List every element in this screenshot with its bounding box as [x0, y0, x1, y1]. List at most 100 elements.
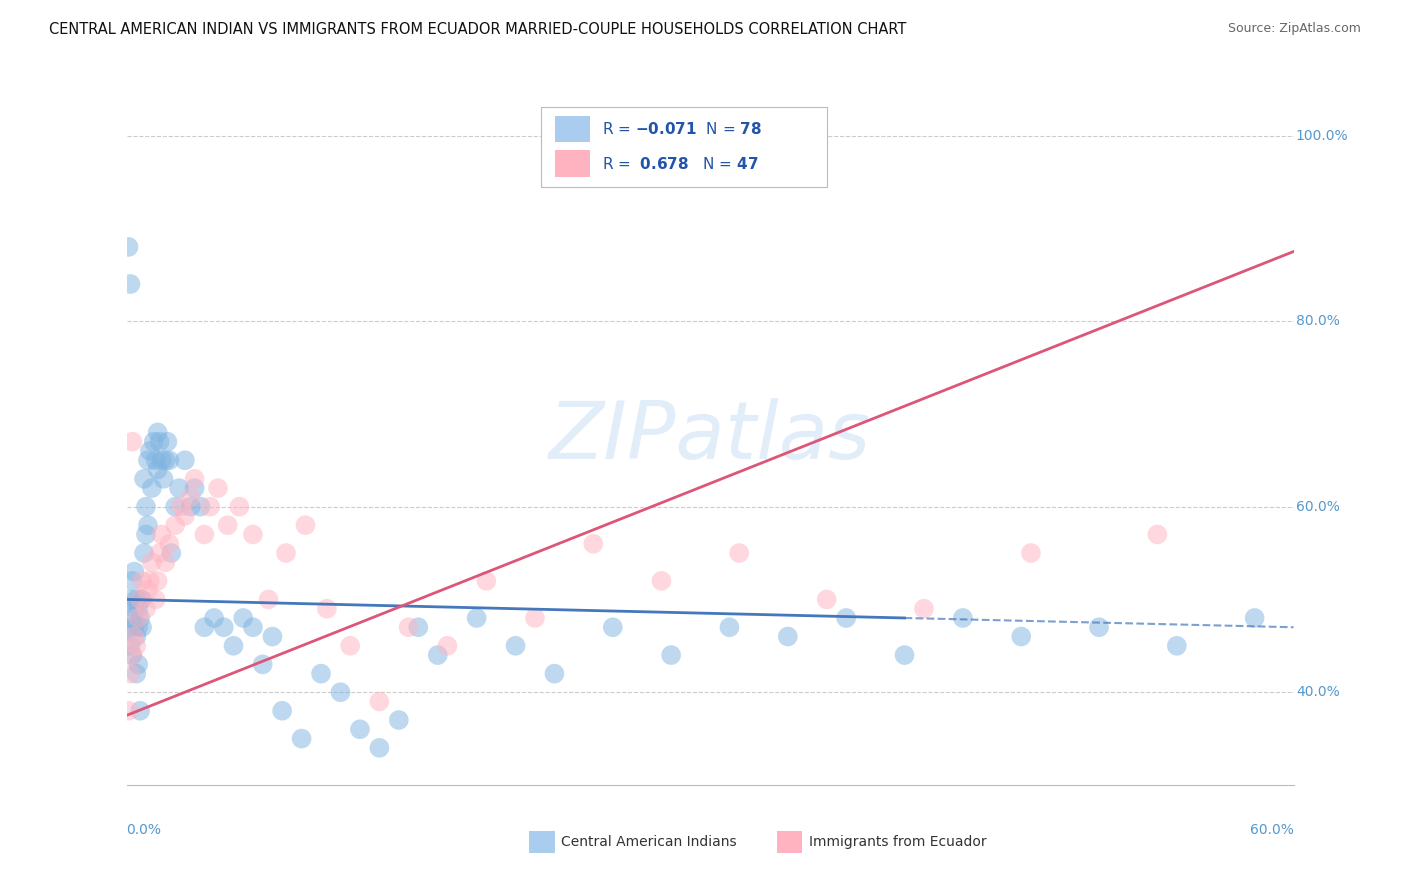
Point — [149, 546, 172, 560]
Point — [465, 611, 488, 625]
Point — [212, 620, 235, 634]
Point — [659, 648, 682, 662]
Point — [329, 685, 352, 699]
Point — [145, 592, 167, 607]
Point — [274, 546, 297, 560]
Point — [121, 434, 143, 449]
Point — [198, 500, 221, 514]
Point — [136, 518, 159, 533]
Point — [190, 500, 212, 514]
Point — [125, 592, 148, 607]
Point — [165, 518, 187, 533]
Point — [124, 620, 146, 634]
Point — [120, 666, 142, 681]
Point — [132, 472, 155, 486]
Point — [135, 500, 157, 514]
Point — [315, 601, 337, 615]
Point — [141, 481, 163, 495]
FancyBboxPatch shape — [541, 106, 827, 186]
Point — [125, 666, 148, 681]
Point — [543, 666, 565, 681]
Point — [222, 639, 245, 653]
Point — [136, 453, 159, 467]
Point — [339, 639, 361, 653]
Point — [388, 713, 411, 727]
Point — [129, 704, 152, 718]
FancyBboxPatch shape — [555, 151, 591, 177]
FancyBboxPatch shape — [529, 830, 555, 853]
Point — [835, 611, 858, 625]
Point — [129, 592, 152, 607]
Point — [242, 620, 264, 634]
Point — [145, 453, 167, 467]
Point — [257, 592, 280, 607]
Point — [121, 648, 143, 662]
Point — [121, 648, 143, 662]
Point — [650, 574, 672, 588]
Text: R =  $\mathbf{0.678}$   N = $\mathbf{47}$: R = $\mathbf{0.678}$ N = $\mathbf{47}$ — [602, 155, 758, 171]
Text: Central American Indians: Central American Indians — [561, 835, 737, 849]
Point — [135, 601, 157, 615]
Point — [127, 601, 149, 615]
Point — [202, 611, 225, 625]
FancyBboxPatch shape — [555, 116, 591, 142]
Point — [127, 611, 149, 625]
Text: 80.0%: 80.0% — [1296, 314, 1340, 328]
Point — [523, 611, 546, 625]
Point — [193, 527, 215, 541]
Point — [183, 481, 205, 495]
Point — [193, 620, 215, 634]
Point — [174, 508, 197, 523]
Point — [125, 630, 148, 644]
Point — [120, 277, 142, 291]
Point — [155, 555, 177, 569]
Point — [242, 527, 264, 541]
Point — [912, 601, 935, 615]
Point — [150, 527, 173, 541]
Point — [436, 639, 458, 653]
Point — [131, 592, 153, 607]
Point — [129, 592, 152, 607]
Point — [1243, 611, 1265, 625]
Point — [150, 453, 173, 467]
Point — [1010, 630, 1032, 644]
Text: Immigrants from Ecuador: Immigrants from Ecuador — [810, 835, 987, 849]
Point — [718, 620, 741, 634]
Point — [228, 500, 250, 514]
Point — [815, 592, 838, 607]
Point — [1166, 639, 1188, 653]
Point — [121, 574, 143, 588]
Point — [217, 518, 239, 533]
Point — [124, 630, 146, 644]
Point — [124, 565, 146, 579]
Point — [475, 574, 498, 588]
Point — [152, 472, 174, 486]
Point — [582, 537, 605, 551]
Point — [165, 500, 187, 514]
Text: 40.0%: 40.0% — [1296, 685, 1340, 699]
Point — [1019, 546, 1042, 560]
Point — [309, 666, 332, 681]
Point — [1088, 620, 1111, 634]
Point — [728, 546, 751, 560]
Point — [170, 500, 193, 514]
Point — [167, 481, 190, 495]
Point — [117, 620, 139, 634]
Point — [142, 434, 165, 449]
Point — [131, 574, 153, 588]
Point — [160, 546, 183, 560]
Point — [602, 620, 624, 634]
Point — [156, 434, 179, 449]
Point — [893, 648, 915, 662]
Point — [426, 648, 449, 662]
Point — [776, 630, 799, 644]
Text: 60.0%: 60.0% — [1250, 823, 1294, 838]
Point — [141, 555, 163, 569]
Point — [157, 537, 180, 551]
Point — [232, 611, 254, 625]
Point — [131, 620, 153, 634]
Point — [157, 453, 180, 467]
Point — [368, 740, 391, 755]
Point — [127, 657, 149, 672]
Point — [127, 620, 149, 634]
